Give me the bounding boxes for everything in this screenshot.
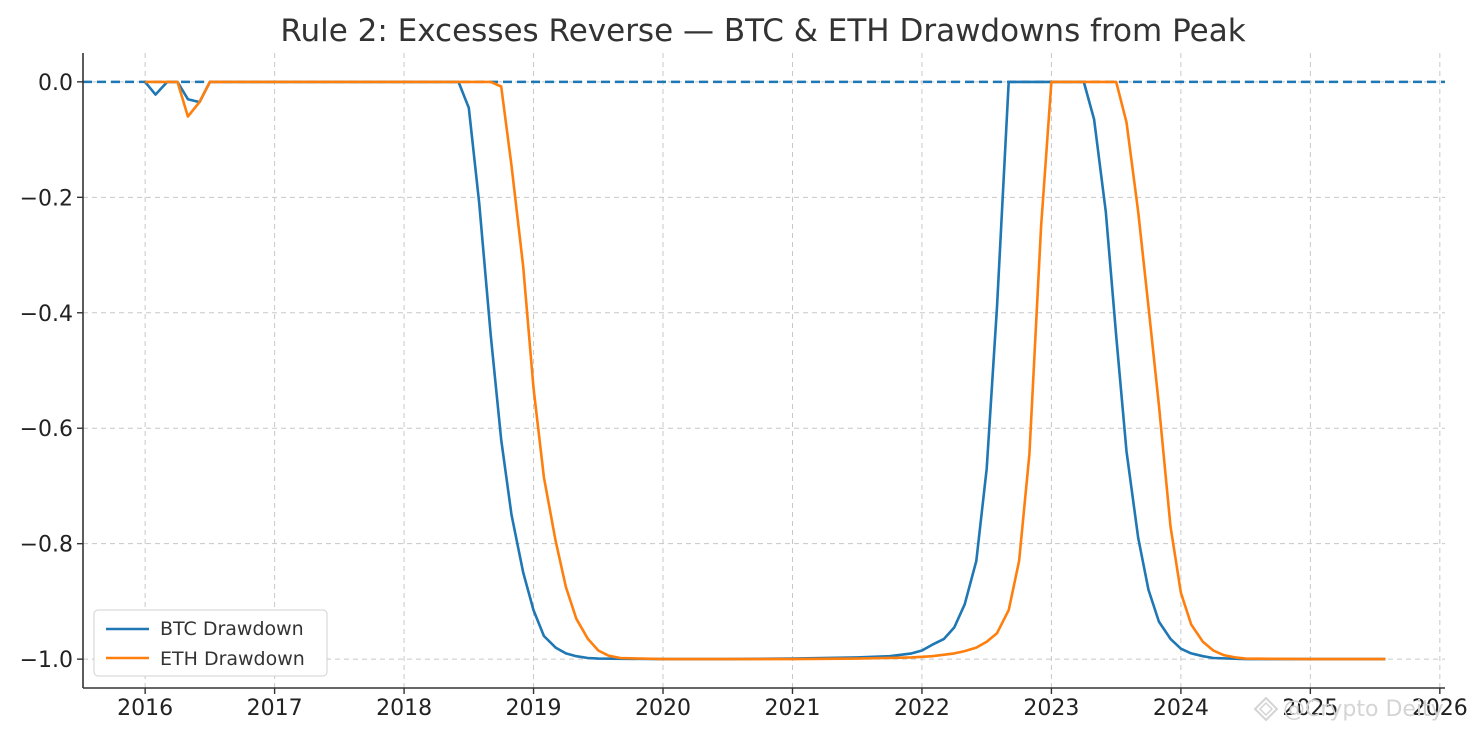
x-tick-label-2018: 2018	[376, 696, 432, 721]
y-tick-label-3: −0.6	[20, 417, 73, 442]
legend-frame	[93, 609, 328, 677]
legend-label-btc: BTC Drawdown	[160, 618, 304, 640]
watermark: @Crypto Deity	[1253, 696, 1444, 722]
x-tick-label-2017: 2017	[247, 696, 303, 721]
watermark-text: @Crypto Deity	[1283, 697, 1444, 722]
x-tick-label-2022: 2022	[894, 696, 950, 721]
series-line-btc	[144, 80, 1386, 661]
legend-label-eth: ETH Drawdown	[160, 648, 305, 670]
chart-title: Rule 2: Excesses Reverse — BTC & ETH Dra…	[280, 13, 1245, 49]
x-tick-label-2021: 2021	[764, 696, 820, 721]
x-tick-label-2024: 2024	[1153, 696, 1209, 721]
series-layer	[144, 80, 1386, 661]
grid	[83, 53, 1445, 688]
x-tick-label-2023: 2023	[1023, 696, 1079, 721]
x-axis-ticks: 2016 2017 2018 2019 2020 2021 2022 2023 2024 2025…	[117, 688, 1468, 721]
y-tick-label-1: −0.2	[20, 186, 73, 211]
series-line-eth	[145, 80, 1386, 661]
x-tick-label-2019: 2019	[506, 696, 562, 721]
legend: BTC Drawdown ETH Drawdown	[93, 609, 328, 677]
y-tick-label-5: −1.0	[20, 648, 73, 673]
axes	[82, 53, 1445, 689]
y-axis-ticks: 0.0 −0.2 −0.4 −0.6 −0.8 −1.0	[20, 71, 83, 673]
x-tick-label-2016: 2016	[117, 696, 173, 721]
diamond-logo-icon	[1253, 696, 1279, 722]
x-tick-label-2026: 2026	[1412, 696, 1468, 721]
y-tick-label-2: −0.4	[20, 302, 73, 327]
y-tick-label-0: 0.0	[38, 71, 73, 96]
y-tick-label-4: −0.8	[20, 533, 73, 558]
x-tick-label-2025: 2025	[1282, 696, 1338, 721]
x-tick-label-2020: 2020	[635, 696, 691, 721]
